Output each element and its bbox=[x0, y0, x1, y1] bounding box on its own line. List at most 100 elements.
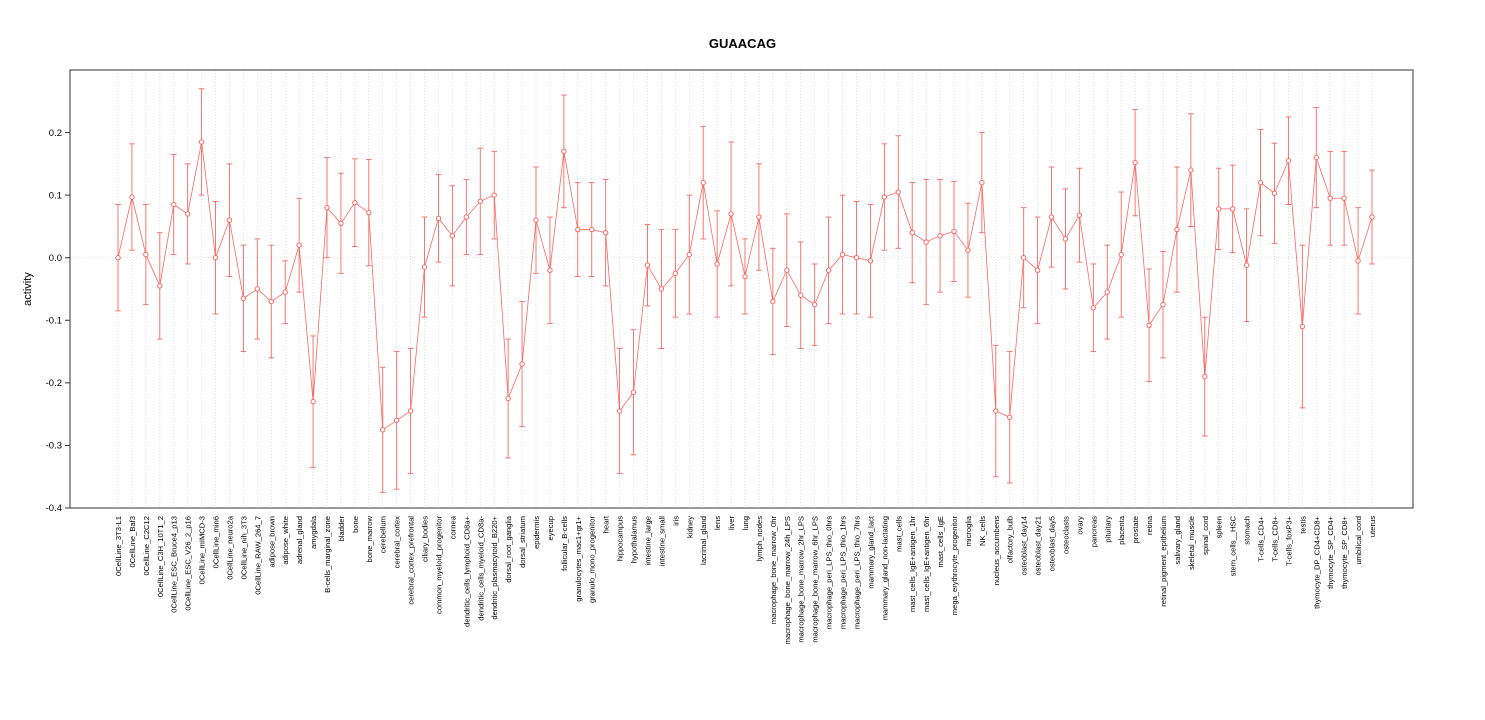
x-tick-label: 0CellLine_C3H_10T1_2 bbox=[156, 516, 165, 597]
data-point bbox=[589, 226, 595, 233]
x-tick-label: lacrimal_gland bbox=[699, 516, 708, 565]
y-tick-label: 0.1 bbox=[49, 190, 62, 201]
data-point bbox=[1285, 158, 1292, 164]
x-tick-label: osteoblast_day5 bbox=[1048, 516, 1057, 571]
x-tick-label: macrophage_bone_marrow_0hr bbox=[769, 516, 778, 625]
x-tick-label: macrophage_peri_LPS_thio_7hrs bbox=[852, 516, 861, 629]
x-tick-label: granulocytes_mac1+gr1+ bbox=[574, 515, 583, 601]
chart-title: GUAACAG bbox=[708, 36, 777, 51]
data-point bbox=[129, 194, 135, 200]
data-point bbox=[143, 251, 149, 258]
data-point bbox=[909, 229, 915, 236]
x-tick-label: liver bbox=[727, 516, 736, 530]
x-tick-label: dendritic_cells_myeloid_CD8a- bbox=[476, 516, 485, 621]
data-point bbox=[352, 199, 358, 206]
data-point bbox=[1355, 258, 1361, 264]
x-tick-label: retina bbox=[1145, 515, 1154, 535]
data-point bbox=[421, 264, 428, 270]
data-point bbox=[1118, 251, 1124, 258]
data-point bbox=[784, 267, 790, 273]
x-tick-label: ovary bbox=[1075, 516, 1084, 535]
data-point bbox=[198, 139, 205, 145]
data-point bbox=[324, 204, 330, 211]
data-point bbox=[184, 211, 191, 217]
x-tick-label: osteoclasts bbox=[1061, 516, 1070, 554]
data-point bbox=[254, 286, 261, 292]
x-tick-label: mast_cells_IgE+antigen_6hr bbox=[922, 516, 931, 613]
x-tick-label: ciliary_bodies bbox=[421, 516, 430, 562]
data-point bbox=[979, 179, 985, 186]
x-tick-label: heart bbox=[602, 515, 611, 533]
x-tick-label: macrophage_peri_LPS_thio_0hrs bbox=[825, 516, 834, 629]
data-point bbox=[547, 267, 553, 273]
data-point bbox=[338, 220, 344, 227]
data-point bbox=[756, 214, 762, 220]
x-tick-label: nucleus_accumbens bbox=[992, 516, 1001, 585]
data-point bbox=[477, 198, 483, 205]
data-point bbox=[1257, 179, 1264, 186]
x-tick-label: adipose_white bbox=[281, 516, 290, 565]
data-point bbox=[672, 270, 679, 277]
x-tick-label: bone bbox=[351, 516, 360, 533]
x-tick-label: bone_marrow bbox=[365, 515, 374, 562]
data-point bbox=[561, 148, 567, 155]
data-point bbox=[616, 408, 623, 414]
x-tick-label: spinal_cord bbox=[1201, 516, 1210, 555]
data-point bbox=[644, 262, 651, 268]
x-tick-label: 0CellLine_Baf3 bbox=[128, 516, 137, 568]
data-point bbox=[853, 255, 860, 261]
x-tick-label: eyecup bbox=[546, 516, 555, 541]
x-tick-label: macrophage_bone_marrow_24h_LPS bbox=[783, 516, 792, 644]
data-point bbox=[1299, 323, 1306, 330]
x-tick-label: cornea bbox=[448, 515, 457, 539]
x-tick-label: retinal_pigment_epithelium bbox=[1159, 516, 1168, 607]
x-tick-label: T-cells_foxP3+ bbox=[1284, 515, 1293, 566]
data-point bbox=[1216, 206, 1222, 212]
y-axis: -0.4 -0.3 -0.2 -0.1 0.0 0.1 0.2 bbox=[46, 128, 70, 514]
data-point bbox=[923, 239, 929, 245]
x-tick-label: thymocyte_SP_CD8+ bbox=[1340, 515, 1349, 588]
x-tick-label: thymocyte_DP_CD4+CD8+ bbox=[1312, 515, 1321, 608]
x-tick-label: 0CellLine_ESC_V26_2_p16 bbox=[184, 516, 193, 611]
x-tick-label: T-cells_CD4+ bbox=[1257, 515, 1266, 561]
series-activity bbox=[115, 88, 1375, 493]
data-point bbox=[895, 189, 901, 195]
x-tick-label: osteoblast_day14 bbox=[1020, 516, 1029, 576]
x-tick-label: pituitary bbox=[1103, 516, 1112, 543]
data-point bbox=[881, 194, 888, 200]
data-point bbox=[505, 395, 511, 402]
data-point bbox=[519, 361, 525, 367]
x-tick-label: lens bbox=[713, 516, 722, 530]
x-tick-label: stomach bbox=[1243, 516, 1252, 545]
data-point bbox=[533, 217, 539, 223]
data-point bbox=[463, 214, 470, 220]
data-point bbox=[965, 247, 971, 253]
x-tick-label: macrophage_bone_marrow_6hr_LPS bbox=[811, 516, 820, 643]
x-tick-label: prostate bbox=[1131, 516, 1140, 543]
x-tick-label: thymocyte_SP_CD4+ bbox=[1326, 515, 1335, 588]
x-tick-label: hippocampus bbox=[616, 516, 625, 561]
data-point bbox=[686, 251, 692, 258]
x-tick-label: NK_cells bbox=[978, 516, 987, 546]
data-point bbox=[1020, 255, 1027, 261]
x-tick-label: mammary_gland_non-lactating bbox=[880, 516, 889, 620]
x-tick-label: 0CellLine_min6 bbox=[212, 516, 221, 568]
x-tick-label: cerebellum bbox=[379, 516, 388, 553]
data-point bbox=[937, 233, 943, 239]
data-point bbox=[728, 211, 734, 217]
x-tick-label: dorsal_root_ganglia bbox=[504, 515, 513, 582]
data-point bbox=[839, 251, 846, 258]
data-point bbox=[393, 417, 400, 424]
data-point bbox=[449, 233, 456, 239]
data-point bbox=[700, 179, 706, 186]
x-tick-label: 0CellLine_neuro2a bbox=[225, 515, 234, 580]
data-point bbox=[575, 226, 581, 233]
x-tick-label: common_myeloid_progenitor bbox=[434, 516, 443, 614]
x-tick-label: osteoblast_day21 bbox=[1034, 516, 1043, 576]
data-point bbox=[1327, 195, 1333, 201]
y-tick-label: -0.4 bbox=[46, 503, 62, 514]
data-point bbox=[798, 292, 804, 298]
x-tick-label: macrophage_bone_marrow_2hr_LPS bbox=[797, 516, 806, 643]
